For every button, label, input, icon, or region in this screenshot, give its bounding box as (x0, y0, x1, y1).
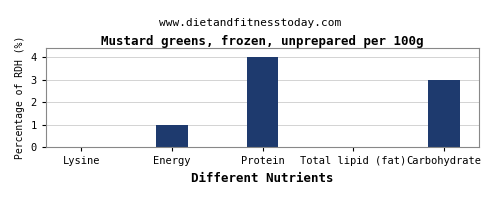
Title: Mustard greens, frozen, unprepared per 100g: Mustard greens, frozen, unprepared per 1… (102, 35, 424, 48)
Y-axis label: Percentage of RDH (%): Percentage of RDH (%) (15, 36, 25, 159)
X-axis label: Different Nutrients: Different Nutrients (192, 172, 334, 185)
Text: www.dietandfitnesstoday.com: www.dietandfitnesstoday.com (159, 18, 341, 28)
Bar (246, 57, 278, 147)
Bar (428, 80, 460, 147)
Bar (156, 125, 188, 147)
